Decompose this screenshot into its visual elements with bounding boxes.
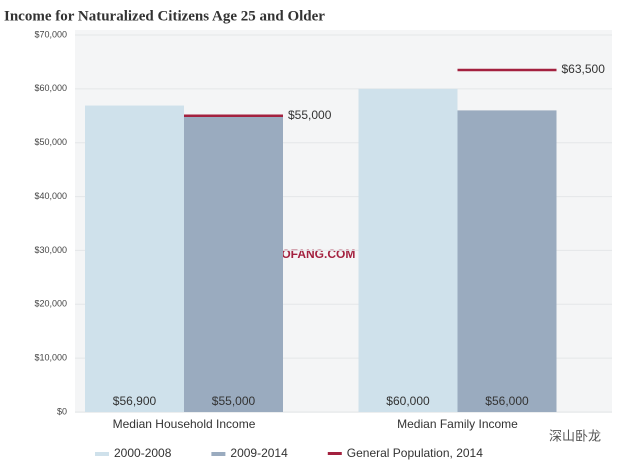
y-tick-label: $50,000 bbox=[34, 137, 67, 147]
legend-label: 2009-2014 bbox=[230, 446, 288, 460]
x-tick-label: Median Household Income bbox=[113, 417, 256, 431]
bar bbox=[358, 88, 458, 412]
bar bbox=[457, 110, 557, 413]
bar bbox=[184, 115, 283, 413]
legend-swatch bbox=[211, 452, 226, 456]
legend-label: General Population, 2014 bbox=[347, 446, 483, 460]
value-label: $55,000 bbox=[212, 394, 256, 408]
y-tick-label: $10,000 bbox=[34, 353, 67, 363]
legend-swatch bbox=[95, 452, 109, 456]
watermark: 深山卧龙 bbox=[549, 428, 601, 443]
x-tick-label: Median Family Income bbox=[397, 417, 518, 431]
value-label: $56,000 bbox=[485, 394, 529, 408]
legend-label: 2000-2008 bbox=[114, 446, 172, 460]
y-tick-label: $60,000 bbox=[34, 83, 67, 93]
value-label: $60,000 bbox=[386, 394, 430, 408]
y-tick-label: $20,000 bbox=[34, 299, 67, 309]
y-tick-label: $0 bbox=[57, 406, 67, 416]
legend-swatch bbox=[327, 452, 342, 455]
y-tick-label: $40,000 bbox=[34, 191, 67, 201]
reference-label: $63,500 bbox=[562, 62, 606, 76]
bar bbox=[85, 105, 184, 412]
y-tick-label: $70,000 bbox=[34, 29, 67, 39]
value-label: $56,900 bbox=[113, 394, 157, 408]
reference-label: $55,000 bbox=[288, 108, 332, 122]
y-tick-label: $30,000 bbox=[34, 245, 67, 255]
chart-title: Income for Naturalized Citizens Age 25 a… bbox=[4, 8, 325, 24]
